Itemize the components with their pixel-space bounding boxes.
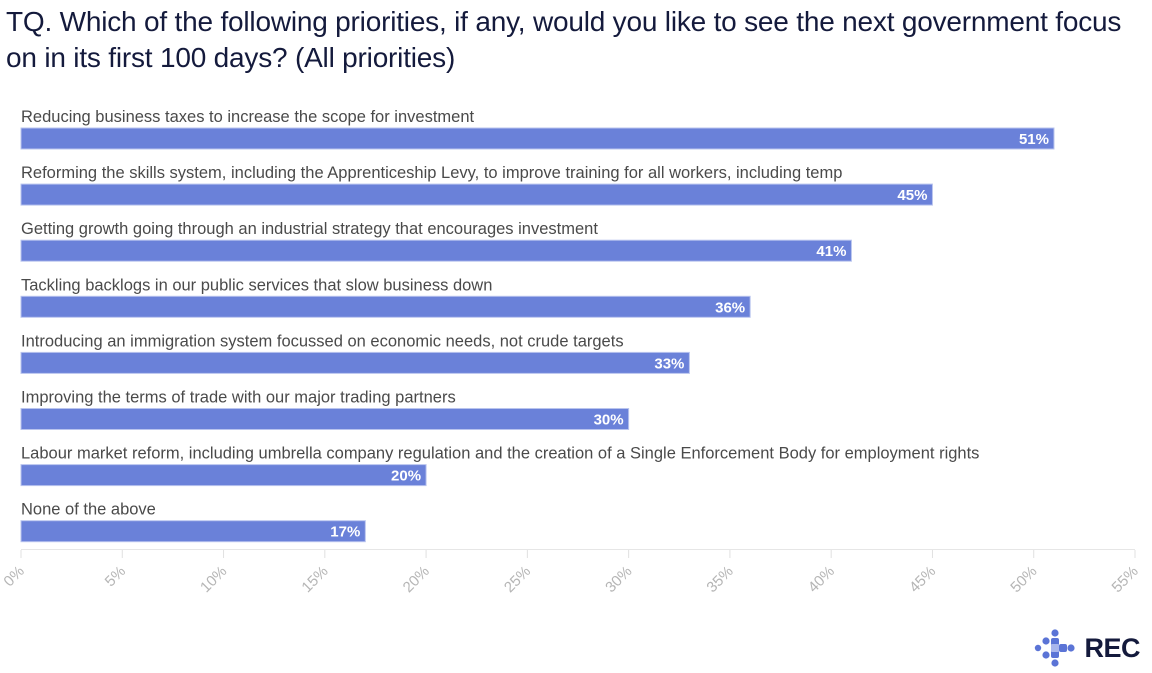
x-tick-label: 15% — [298, 563, 331, 596]
bar — [20, 183, 933, 206]
rec-logo-text: REC — [1084, 632, 1140, 663]
value-label: 51% — [1019, 131, 1049, 148]
bar — [20, 464, 427, 487]
value-label: 30% — [594, 412, 624, 429]
x-tick-label: 35% — [703, 563, 736, 596]
rec-logo: REC — [1034, 628, 1140, 668]
value-label: 20% — [391, 468, 421, 485]
x-tick-label: 10% — [197, 563, 230, 596]
x-tick-label: 55% — [1109, 563, 1142, 596]
x-tick-label: 40% — [805, 563, 838, 596]
chart-title: TQ. Which of the following priorities, i… — [6, 6, 1122, 73]
category-label: Introducing an immigration system focuss… — [21, 332, 624, 350]
x-tick-label: 45% — [906, 563, 939, 596]
bar — [20, 127, 1055, 150]
category-label: Improving the terms of trade with our ma… — [21, 389, 456, 407]
rec-logo-icon — [1035, 629, 1076, 667]
value-label: 45% — [897, 187, 927, 204]
category-label: Tackling backlogs in our public services… — [21, 276, 492, 294]
x-tick-label: 25% — [501, 563, 534, 596]
x-tick-label: 50% — [1007, 563, 1040, 596]
x-tick-label: 20% — [400, 563, 433, 596]
bar — [20, 351, 690, 374]
value-label: 17% — [330, 524, 360, 541]
value-label: 33% — [654, 355, 684, 372]
x-tick-label: 5% — [102, 563, 129, 590]
bar — [20, 408, 630, 430]
bars-layer: Reducing business taxes to increase the … — [20, 108, 1055, 543]
value-label: 36% — [715, 299, 745, 316]
bar — [20, 239, 852, 262]
x-axis: 0% 5% 10% 15% 20% 25% 30% 35% 40% 45% 50% 55% — [0, 549, 1142, 596]
category-label: Reducing business taxes to increase the … — [21, 108, 474, 126]
category-label: None of the above — [21, 501, 156, 519]
x-tick-label: 0% — [0, 563, 27, 590]
category-label: Reforming the skills system, including t… — [21, 164, 842, 182]
bar — [20, 295, 751, 318]
x-tick-label: 30% — [602, 563, 635, 596]
value-label: 41% — [816, 243, 846, 260]
bar — [20, 520, 366, 543]
category-label: Getting growth going through an industri… — [21, 220, 598, 238]
category-label: Labour market reform, including umbrella… — [21, 445, 979, 463]
